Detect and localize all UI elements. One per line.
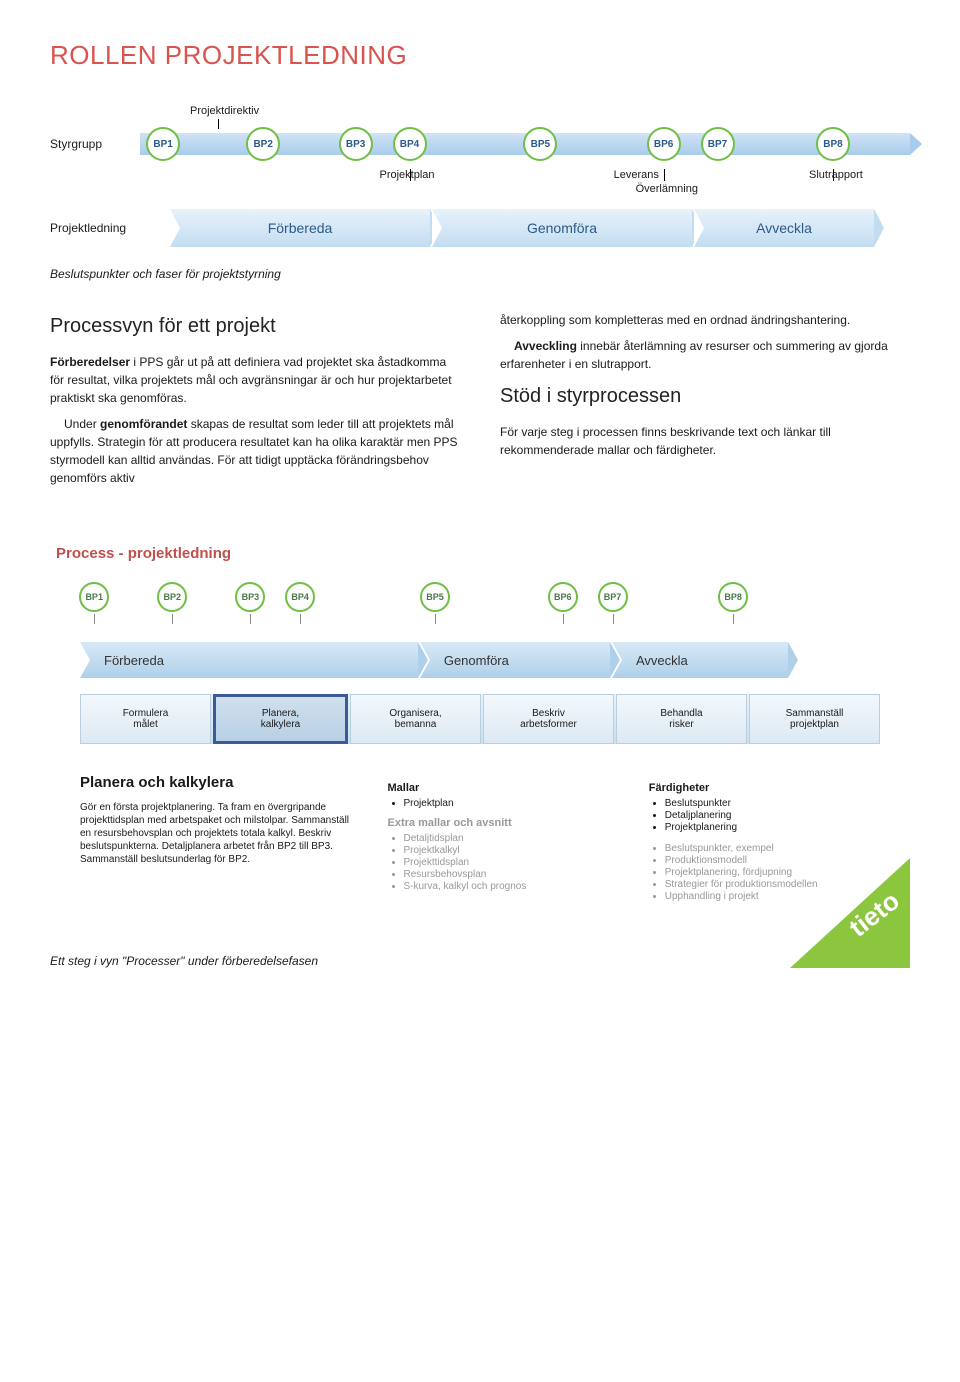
left-column: Processvyn för ett projekt Förberedelser…: [50, 311, 460, 495]
shot-bp-bp6: BP6: [548, 582, 578, 612]
heading-stod: Stöd i styrprocessen: [500, 381, 910, 411]
connector-line: [300, 614, 301, 624]
bold-forberedelser: Förberedelser: [50, 355, 130, 369]
list-item[interactable]: Beslutspunkter, exempel: [665, 843, 880, 854]
step-box[interactable]: Beskrivarbetsformer: [483, 694, 614, 744]
detail-col-desc: Planera och kalkylera Gör en första proj…: [80, 774, 358, 904]
list-item[interactable]: Projektkalkyl: [404, 845, 619, 856]
phase-förbereda: Förbereda: [170, 209, 430, 247]
text-columns: Processvyn för ett projekt Förberedelser…: [50, 311, 910, 495]
label-projektdirektiv: Projektdirektiv: [190, 105, 259, 117]
list-item[interactable]: Projekttidsplan: [404, 857, 619, 868]
diagram-caption: Beslutspunkter och faser för projektstyr…: [50, 267, 910, 281]
phase-container: FörberedaGenomföraAvveckla: [170, 209, 910, 247]
mallar-heading: Mallar: [388, 782, 619, 794]
connector-line: [664, 169, 665, 181]
label-styrgrupp: Styrgrupp: [50, 137, 140, 151]
para-avveckling: Avveckling innebär återlämning av resurs…: [500, 337, 910, 373]
page-title: ROLLEN PROJEKTLEDNING: [50, 40, 910, 71]
shot-phase-avveckla: Avveckla: [612, 642, 788, 678]
detail-heading: Planera och kalkylera: [80, 774, 358, 791]
step-box[interactable]: Organisera,bemanna: [350, 694, 481, 744]
fard-list: BeslutspunkterDetaljplaneringProjektplan…: [665, 798, 880, 833]
steps-row: FormuleramåletPlanera,kalkyleraOrganiser…: [80, 694, 880, 744]
connector-line: [250, 614, 251, 624]
detail-col-mallar: Mallar Projektplan Extra mallar och avsn…: [388, 774, 619, 904]
shot-phase-genomföra: Genomföra: [420, 642, 610, 678]
shot-bp-bp5: BP5: [420, 582, 450, 612]
label-leverans: Leverans: [614, 169, 659, 181]
connector-line: [172, 614, 173, 624]
detail-section: Planera och kalkylera Gör en första proj…: [80, 774, 880, 904]
text-p2a: Under: [64, 417, 100, 431]
bold-avveckling: Avveckling: [514, 339, 577, 353]
phase-genomföra: Genomföra: [432, 209, 692, 247]
shot-bp-bp4: BP4: [285, 582, 315, 612]
bp-track: BP1BP2BP3BP4BP5BP6BP7BP8: [140, 133, 910, 155]
para-aterkoppling: återkoppling som kompletteras med en ord…: [500, 311, 910, 329]
right-column: återkoppling som kompletteras med en ord…: [500, 311, 910, 495]
mallar-list: Projektplan: [404, 798, 619, 809]
shot-title: Process - projektledning: [56, 545, 910, 562]
connector-line: [613, 614, 614, 624]
shot-bp-bp1: BP1: [79, 582, 109, 612]
para-stod: För varje steg i processen finns beskriv…: [500, 423, 910, 459]
step-box[interactable]: Sammanställprojektplan: [749, 694, 880, 744]
extra-list: DetaljtidsplanProjektkalkylProjekttidspl…: [404, 833, 619, 892]
fard-heading: Färdigheter: [649, 782, 880, 794]
extra-heading: Extra mallar och avsnitt: [388, 817, 619, 829]
label-slutrapport: Slutrapport: [809, 169, 863, 181]
list-item[interactable]: Resursbehovsplan: [404, 869, 619, 880]
tieto-logo-icon: tieto: [780, 858, 910, 968]
list-item[interactable]: Projektplan: [404, 798, 619, 809]
step-box[interactable]: Behandlarisker: [616, 694, 747, 744]
shot-phase-förbereda: Förbereda: [80, 642, 418, 678]
label-overlamning: Överlämning: [636, 183, 698, 195]
list-item[interactable]: Projektplanering: [665, 822, 880, 833]
diagram-roles: Projektdirektiv Styrgrupp BP1BP2BP3BP4BP…: [50, 101, 910, 247]
connector-line: [94, 614, 95, 624]
para-genomforandet: Under genomförandet skapas de resultat s…: [50, 415, 460, 487]
detail-desc: Gör en första projektplanering. Ta fram …: [80, 801, 358, 866]
shot-bp-bp7: BP7: [598, 582, 628, 612]
under-labels: Projektplan Leverans Överlämning Slutrappor…: [140, 155, 910, 195]
list-item[interactable]: S-kurva, kalkyl och prognos: [404, 881, 619, 892]
connector-line: [733, 614, 734, 624]
connector-line: [218, 119, 219, 129]
label-projektplan: Projektplan: [380, 169, 435, 181]
step-box[interactable]: Formuleramålet: [80, 694, 211, 744]
shot-bp-bp3: BP3: [235, 582, 265, 612]
page-title-text: ROLLEN PROJEKTLEDNING: [50, 40, 407, 70]
list-item[interactable]: Detaljtidsplan: [404, 833, 619, 844]
list-item[interactable]: Detaljplanering: [665, 810, 880, 821]
label-projektledning: Projektledning: [50, 221, 170, 235]
logo-corner: tieto: [780, 858, 910, 968]
shot-phases: FörberedaGenomföraAvveckla: [80, 642, 790, 678]
bold-genomforandet: genomförandet: [100, 417, 187, 431]
list-item[interactable]: Beslutspunkter: [665, 798, 880, 809]
shot-bp-bp2: BP2: [157, 582, 187, 612]
steps-wrap: FormuleramåletPlanera,kalkyleraOrganiser…: [80, 694, 880, 744]
para-forberedelser: Förberedelser i PPS går ut på att defini…: [50, 353, 460, 407]
shot-bp-row: BP1 BP2 BP3 BP4 BP5 BP6 BP7 BP8: [80, 582, 790, 642]
connector-line: [435, 614, 436, 624]
connector-line: [563, 614, 564, 624]
shot-bp-bp8: BP8: [718, 582, 748, 612]
step-box[interactable]: Planera,kalkylera: [213, 694, 348, 744]
heading-processvyn: Processvyn för ett projekt: [50, 311, 460, 341]
phase-avveckla: Avveckla: [694, 209, 874, 247]
